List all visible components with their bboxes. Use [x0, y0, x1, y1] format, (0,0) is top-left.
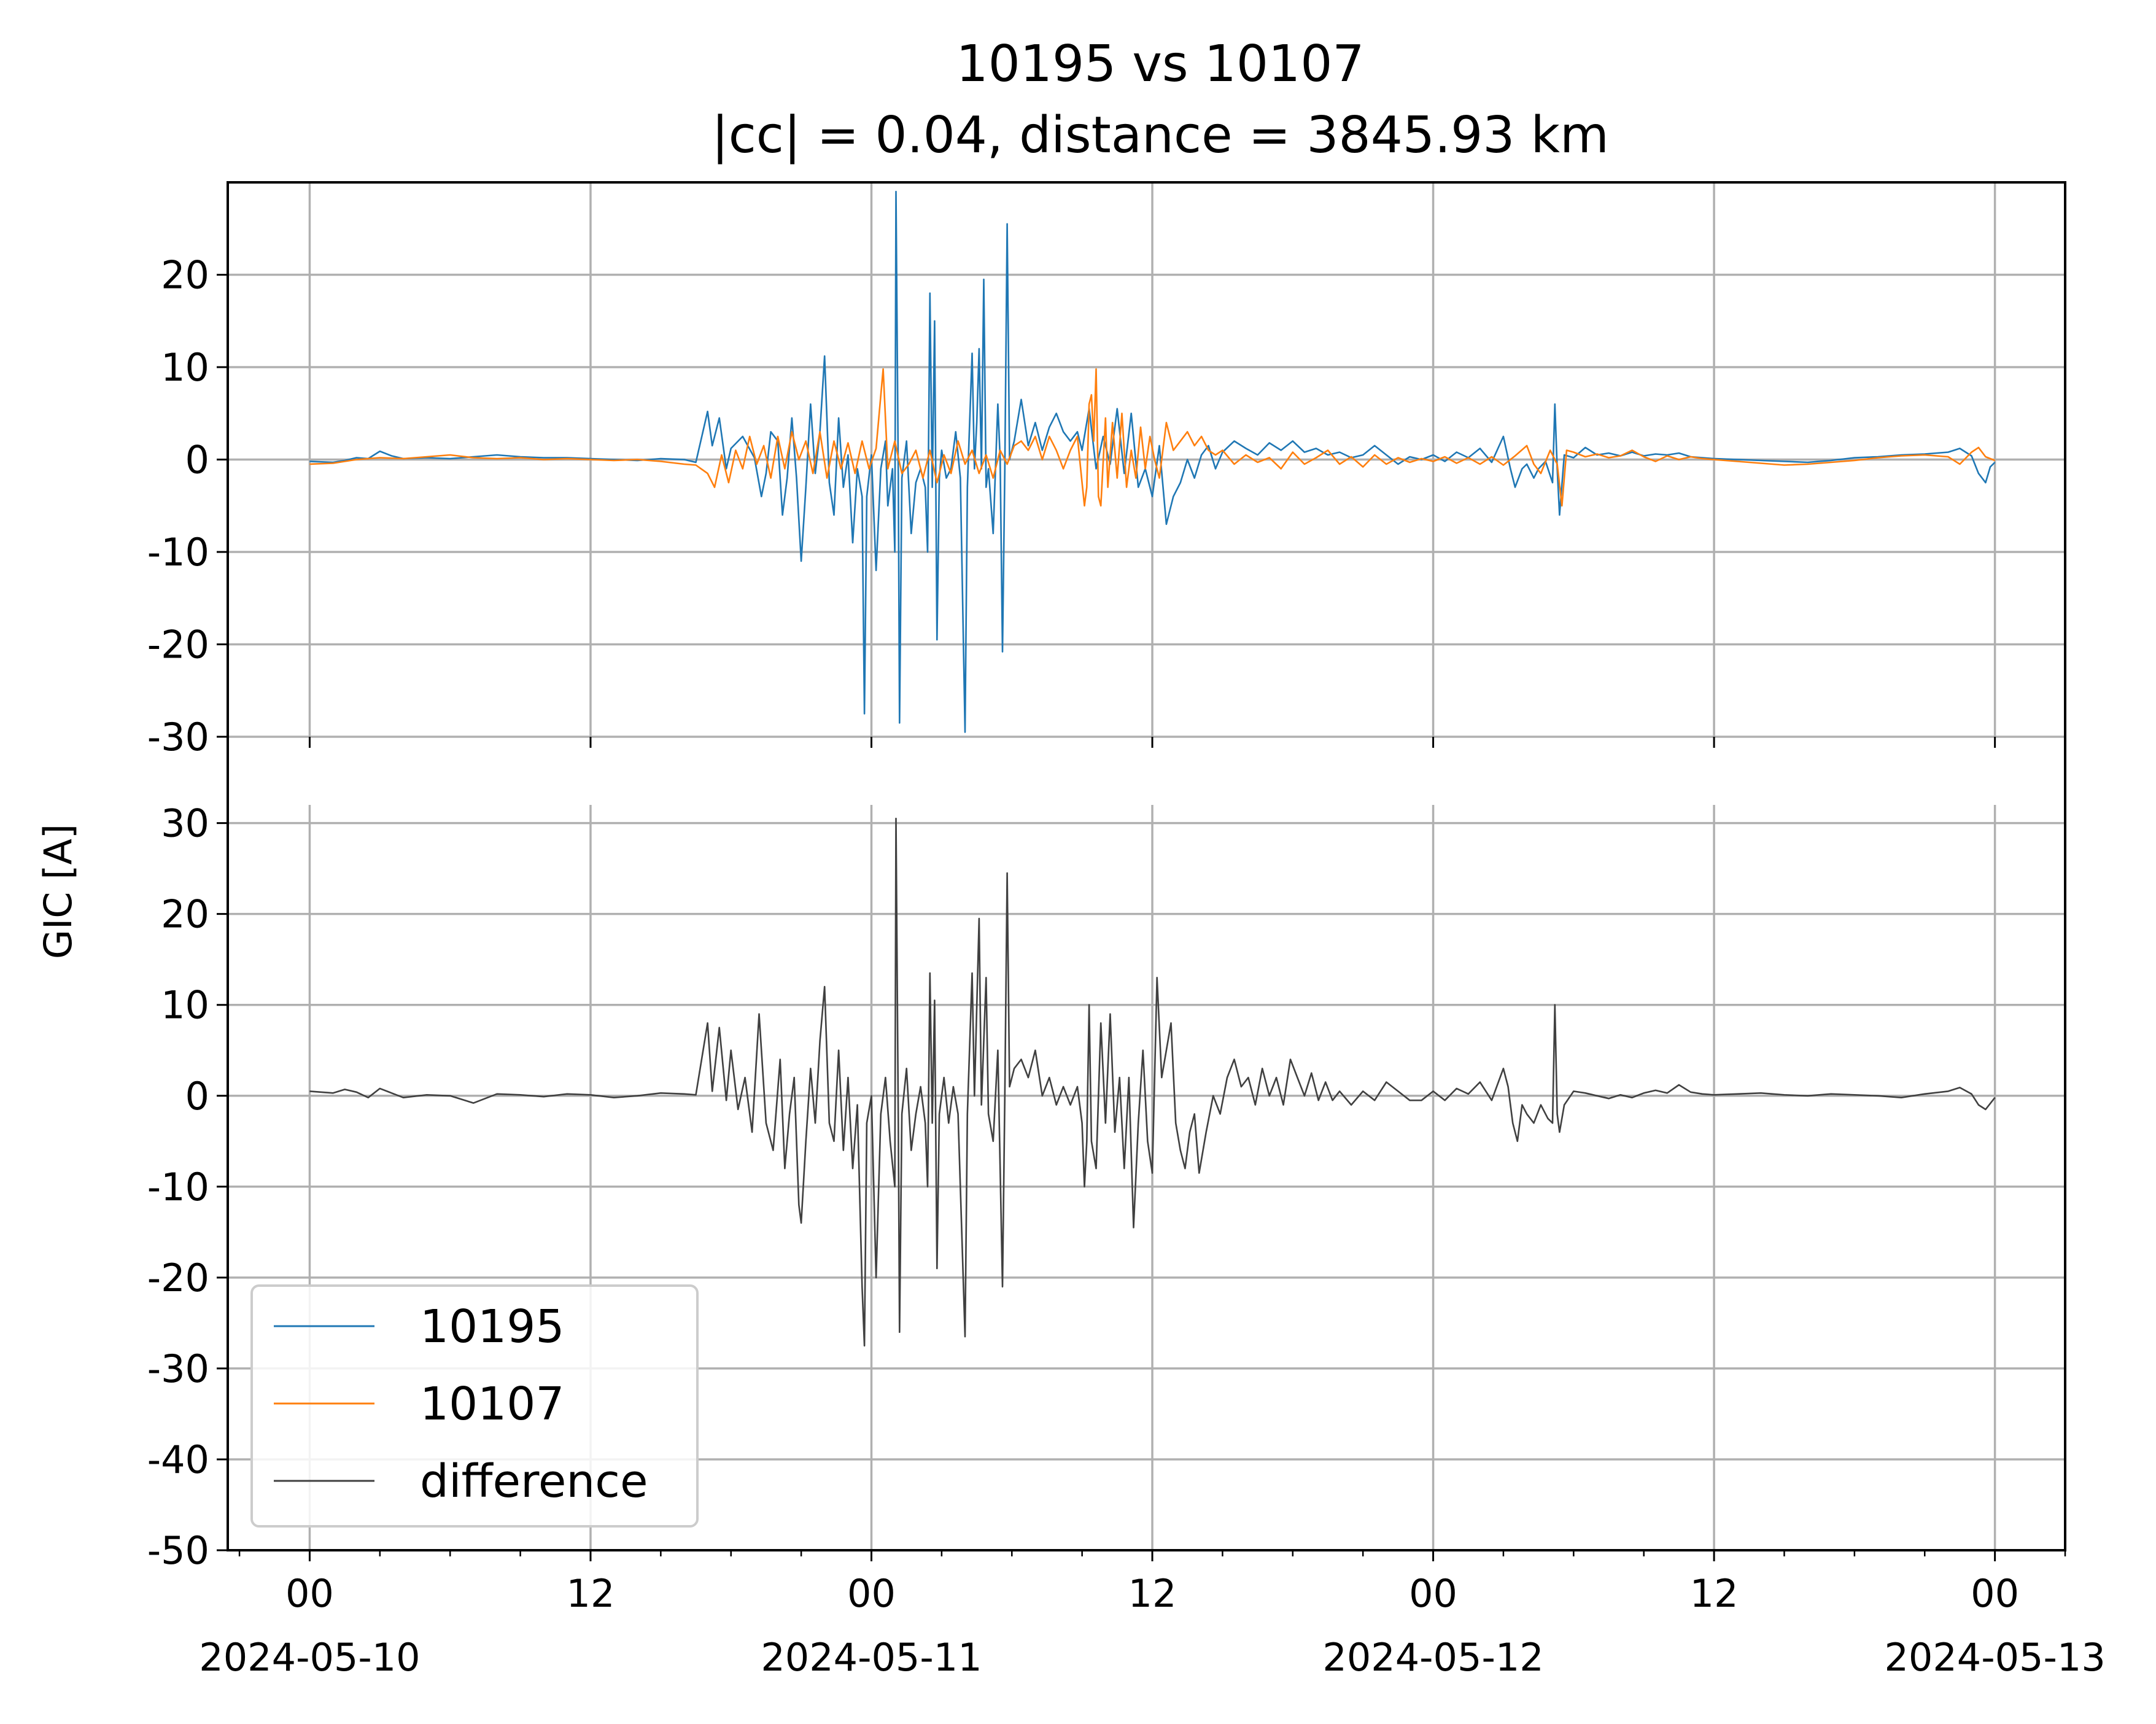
legend: 10195 10107 difference — [250, 1284, 699, 1528]
y-tick-label: 0 — [185, 1074, 209, 1119]
y-tick-label: -30 — [147, 715, 209, 759]
x-tick-date-label: 2024-05-12 — [1322, 1635, 1543, 1680]
y-tick-label: 10 — [161, 983, 209, 1028]
y-axis-label: GIC [A] — [36, 824, 80, 959]
series-line-10107 — [309, 368, 1996, 507]
y-tick-label: -40 — [147, 1437, 209, 1482]
y-tick-label: 30 — [161, 801, 209, 846]
axes-frame — [227, 181, 2066, 1551]
y-tick-label: 10 — [161, 345, 209, 390]
y-tick-label: 0 — [185, 438, 209, 483]
x-tick-label: 12 — [1690, 1571, 1739, 1616]
y-tick-label: -10 — [147, 530, 209, 575]
x-tick-label: 00 — [285, 1571, 334, 1616]
x-tick-label: 00 — [847, 1571, 896, 1616]
legend-label-10195: 10195 — [420, 1300, 564, 1353]
x-tick-label: 12 — [567, 1571, 615, 1616]
y-tick-label: -10 — [147, 1165, 209, 1210]
legend-frame — [250, 1284, 699, 1528]
chart-subtitle: |cc| = 0.04, distance = 3845.93 km — [712, 106, 1609, 165]
y-tick-label: -50 — [147, 1528, 209, 1573]
y-tick-label: -30 — [147, 1346, 209, 1391]
legend-label-difference: difference — [420, 1455, 648, 1508]
chart-title: 10195 vs 10107 — [956, 35, 1364, 93]
top-panel: 20 10 0 -10 -20 -30 — [147, 182, 2065, 759]
x-tick-label: 12 — [1128, 1571, 1177, 1616]
x-tick-date-label: 2024-05-13 — [1884, 1635, 2105, 1680]
y-tick-label: -20 — [147, 623, 209, 667]
x-tick-label: 00 — [1971, 1571, 2019, 1616]
x-tick-date-label: 2024-05-11 — [761, 1635, 982, 1680]
legend-label-10107: 10107 — [420, 1378, 564, 1431]
x-tick-label: 00 — [1409, 1571, 1457, 1616]
y-tick-label: 20 — [161, 892, 209, 937]
series-line-difference — [309, 817, 1996, 1347]
x-axis: 00 2024-05-10 12 00 2024-05-11 12 00 2024-05-12… — [199, 181, 2106, 1680]
y-tick-label: 20 — [161, 253, 209, 298]
y-tick-label: -20 — [147, 1256, 209, 1300]
x-tick-date-label: 2024-05-10 — [199, 1635, 420, 1680]
